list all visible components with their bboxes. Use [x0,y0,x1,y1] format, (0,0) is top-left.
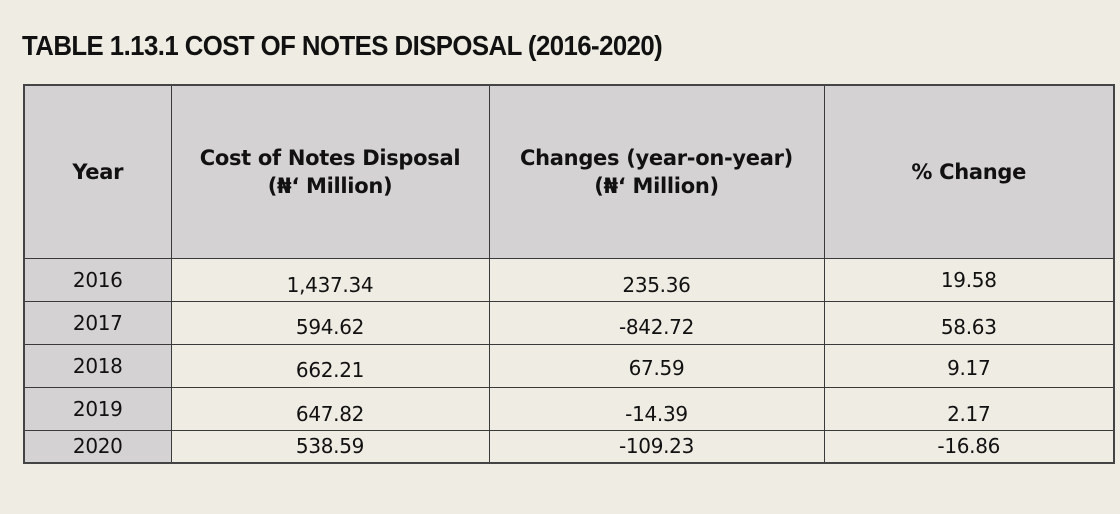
cell-cost: 1,437.34 [170,258,490,302]
cost-of-notes-disposal-table: Year Cost of Notes Disposal (₦‘ Million)… [23,84,1115,464]
header-row: Year Cost of Notes Disposal (₦‘ Million)… [23,84,1115,259]
cell-year: 2019 [23,387,172,431]
cell-pct: 19.58 [823,258,1115,302]
header-pct-change: % Change [823,84,1115,259]
table-row: 2016 1,437.34 235.36 19.58 [23,258,1115,302]
cell-change: 67.59 [488,344,825,388]
cell-cost: 647.82 [170,387,490,431]
header-year: Year [23,84,172,259]
cell-pct: -16.86 [823,430,1115,463]
header-cost: Cost of Notes Disposal (₦‘ Million) [170,84,490,259]
cell-pct: 2.17 [823,387,1115,431]
cell-year: 2016 [23,258,172,302]
header-change-label: Changes (year-on-year) [520,146,793,170]
cell-cost: 594.62 [170,301,490,345]
cell-pct: 58.63 [823,301,1115,345]
cell-cost: 662.21 [170,344,490,388]
cell-year: 2018 [23,344,172,388]
cell-change: -14.39 [488,387,825,431]
header-cost-unit: (₦‘ Million) [267,174,393,198]
cell-change: -109.23 [488,430,825,463]
table-row: 2020 538.59 -109.23 -16.86 [23,430,1115,463]
header-change: Changes (year-on-year) (₦‘ Million) [488,84,825,259]
header-change-unit: (₦‘ Million) [594,174,719,198]
cell-pct: 9.17 [823,344,1115,388]
cell-cost: 538.59 [170,430,490,463]
cell-change: -842.72 [488,301,825,345]
table-row: 2017 594.62 -842.72 58.63 [23,301,1115,345]
cell-year: 2020 [23,430,172,463]
header-cost-label: Cost of Notes Disposal [199,146,461,170]
table-title: TABLE 1.13.1 COST OF NOTES DISPOSAL (201… [22,30,663,61]
cell-change: 235.36 [488,258,825,302]
table-row: 2019 647.82 -14.39 2.17 [23,387,1115,431]
table-row: 2018 662.21 67.59 9.17 [23,344,1115,388]
cell-year: 2017 [23,301,172,345]
